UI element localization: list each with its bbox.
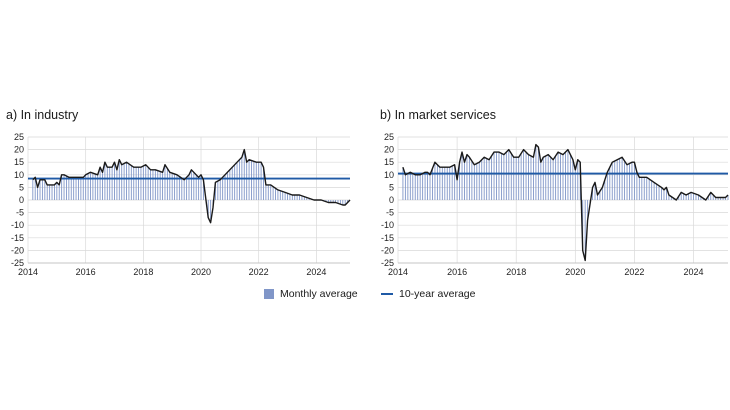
legend-line-swatch (381, 293, 393, 295)
y-tick-label-b: -5 (386, 208, 394, 218)
y-tick-label-a: -5 (16, 208, 24, 218)
y-tick-label-b: 10 (384, 170, 394, 180)
x-tick-label-a: 2018 (133, 267, 153, 277)
y-tick-label-b: 25 (384, 132, 394, 142)
x-tick-label-a: 2016 (76, 267, 96, 277)
legend-ten-year: 10-year average (381, 288, 475, 300)
x-tick-label-b: 2020 (565, 267, 585, 277)
legend-monthly-label: Monthly average (280, 288, 358, 300)
panel-a-title: a) In industry (6, 108, 79, 122)
y-tick-label-a: 20 (14, 145, 24, 155)
y-tick-label-b: -15 (381, 233, 394, 243)
y-tick-label-b: 0 (389, 195, 394, 205)
x-tick-label-a: 2022 (249, 267, 269, 277)
y-tick-label-b: -20 (381, 245, 394, 255)
y-tick-label-a: 0 (19, 195, 24, 205)
legend-ten-year-label: 10-year average (399, 288, 476, 300)
monthly-series-line-a (32, 148, 351, 224)
y-tick-label-b: 20 (384, 145, 394, 155)
x-tick-label-b: 2018 (506, 267, 526, 277)
y-tick-label-a: -25 (11, 258, 24, 268)
legend-bar-swatch (264, 289, 274, 299)
monthly-series-line-b (402, 143, 729, 262)
y-tick-label-a: 25 (14, 132, 24, 142)
y-tick-label-a: -20 (11, 245, 24, 255)
panel-b-title: b) In market services (380, 108, 497, 122)
y-tick-label-b: 5 (389, 182, 394, 192)
x-tick-label-b: 2016 (447, 267, 467, 277)
x-tick-label-a: 2020 (191, 267, 211, 277)
y-tick-label-b: 15 (384, 157, 394, 167)
x-tick-label-b: 2014 (388, 267, 408, 277)
y-tick-label-b: -25 (381, 258, 394, 268)
y-tick-label-a: 10 (14, 170, 24, 180)
y-tick-label-a: -15 (11, 233, 24, 243)
x-tick-label-a: 2024 (306, 267, 326, 277)
x-tick-label-b: 2024 (684, 267, 704, 277)
y-tick-label-a: -10 (11, 220, 24, 230)
x-tick-label-a: 2014 (18, 267, 38, 277)
y-tick-label-b: -10 (381, 220, 394, 230)
legend-monthly: Monthly average (264, 288, 358, 300)
x-tick-label-b: 2022 (624, 267, 644, 277)
y-tick-label-a: 15 (14, 157, 24, 167)
y-tick-label-a: 5 (19, 182, 24, 192)
